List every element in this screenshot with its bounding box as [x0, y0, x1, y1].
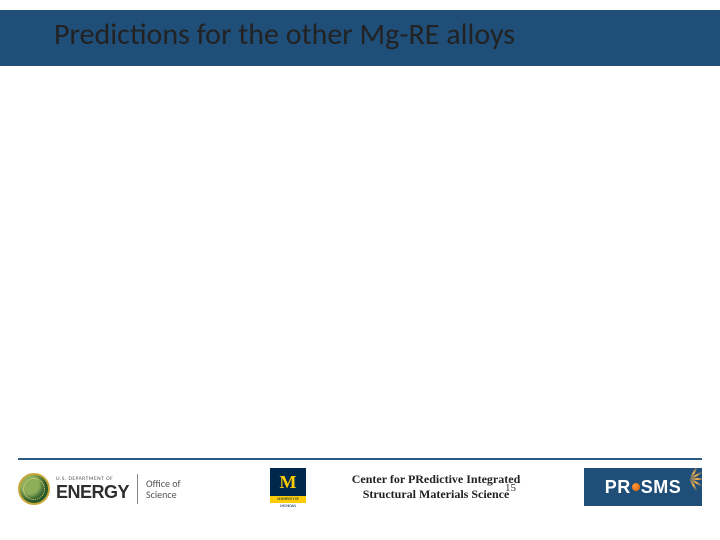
umich-m-letter: M	[280, 472, 297, 493]
prisms-logo: PR SMS	[584, 468, 702, 506]
doe-energy-word: ENERGY	[56, 483, 129, 501]
prisms-post: SMS	[641, 477, 682, 498]
doe-vertical-divider	[137, 474, 138, 504]
doe-office-label: Office of Science	[146, 478, 181, 500]
prisms-dot-icon	[632, 483, 640, 491]
doe-wordmark: U.S. DEPARTMENT OF ENERGY	[56, 477, 129, 501]
prisms-wordmark: PR SMS	[605, 477, 682, 498]
center-line1: Center for PRedictive Integrated	[352, 472, 521, 486]
doe-seal-icon	[18, 473, 50, 505]
umich-shield-icon: M	[270, 468, 306, 496]
umich-logo: M UNIVERSITY OF MICHIGAN	[270, 468, 312, 510]
footer: U.S. DEPARTMENT OF ENERGY Office of Scie…	[0, 462, 720, 526]
doe-office-line2: Science	[146, 489, 181, 500]
footer-divider	[18, 458, 702, 460]
center-line2: Structural Materials Science	[363, 487, 510, 501]
slide-title: Predictions for the other Mg-RE alloys	[54, 16, 515, 53]
umich-bar-label: UNIVERSITY OF MICHIGAN	[270, 496, 306, 503]
prisms-burst-icon	[678, 468, 702, 494]
doe-logo-block: U.S. DEPARTMENT OF ENERGY Office of Scie…	[18, 468, 238, 510]
prisms-pre: PR	[605, 477, 631, 498]
page-number: 15	[505, 482, 516, 494]
